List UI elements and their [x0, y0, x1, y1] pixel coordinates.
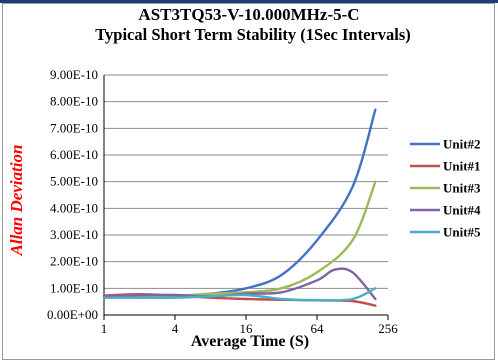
- y-tick-label: 1.00E-10: [50, 280, 98, 295]
- y-tick-label: 5.00E-10: [50, 174, 98, 189]
- legend-label: Unit#5: [443, 225, 481, 240]
- y-tick-label: 9.00E-10: [50, 67, 98, 82]
- legend-label: Unit#1: [443, 159, 481, 174]
- x-tick-label: 64: [311, 321, 325, 336]
- series-line-unit5: [102, 287, 377, 302]
- series-line-unit3: [102, 180, 377, 299]
- legend-label: Unit#4: [443, 203, 481, 218]
- x-tick-label: 16: [240, 321, 254, 336]
- x-axis-title: Average Time (S): [191, 333, 309, 350]
- x-tick-label: 4: [172, 321, 179, 336]
- legend-label: Unit#2: [443, 137, 481, 152]
- y-tick-label: 3.00E-10: [50, 227, 98, 242]
- chart-subtitle: Typical Short Term Stability (1Sec Inter…: [95, 25, 411, 44]
- y-tick-label: 4.00E-10: [50, 200, 98, 215]
- x-tick-label: 1: [101, 321, 108, 336]
- y-tick-label: 8.00E-10: [50, 94, 98, 109]
- x-tick-label: 256: [378, 321, 398, 336]
- y-tick-label: 0.00E+00: [47, 307, 98, 322]
- y-tick-label: 6.00E-10: [50, 147, 98, 162]
- y-tick-label: 2.00E-10: [50, 254, 98, 269]
- chart-title: AST3TQ53-V-10.000MHz-5-C: [138, 5, 360, 24]
- y-tick-label: 7.00E-10: [50, 120, 98, 135]
- y-axis-title: Allan Deviation: [7, 145, 26, 257]
- legend-label: Unit#3: [443, 181, 481, 196]
- top-rule: [0, 0, 498, 3]
- series-line-unit4: [102, 267, 377, 301]
